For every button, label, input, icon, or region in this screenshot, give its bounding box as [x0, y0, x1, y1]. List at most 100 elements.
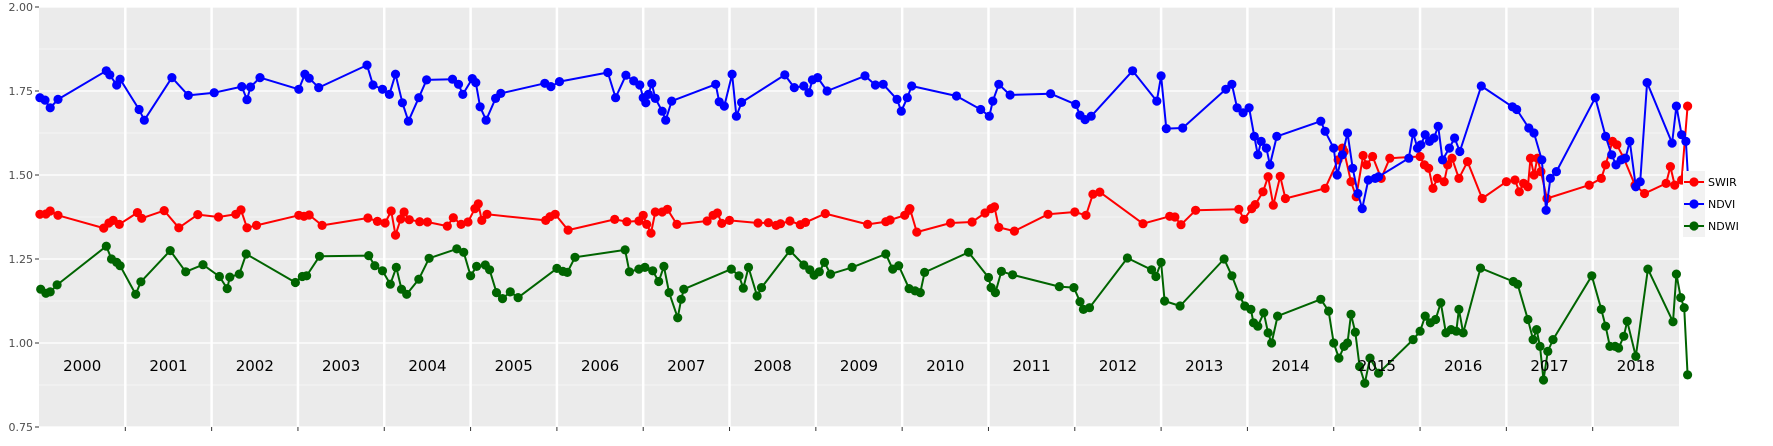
data-point	[1458, 328, 1468, 338]
data-point	[181, 267, 191, 277]
data-point	[1415, 151, 1425, 162]
data-point	[368, 80, 378, 90]
data-point	[485, 265, 495, 275]
data-point	[994, 79, 1004, 89]
data-point	[241, 249, 251, 259]
data-point	[251, 220, 262, 230]
data-point	[896, 106, 906, 116]
data-point	[1601, 321, 1611, 331]
data-point	[1360, 378, 1370, 388]
data-point	[183, 90, 193, 100]
data-point	[377, 84, 388, 94]
data-point	[1128, 66, 1138, 76]
data-point	[1437, 155, 1448, 165]
data-point	[397, 98, 407, 108]
data-point	[193, 210, 203, 220]
data-point	[1244, 103, 1254, 113]
data-point	[642, 219, 652, 229]
series-layer	[35, 60, 1694, 388]
data-point	[317, 220, 327, 230]
data-point	[463, 217, 473, 227]
data-point	[1532, 325, 1542, 335]
data-point	[1454, 173, 1464, 183]
year-label-layer: 2000 2001 2002 2003 2004 2005 2006 2007 2008 2009…	[63, 357, 1655, 431]
data-point	[1538, 375, 1549, 385]
legend-label-ndvi: NDVI	[1708, 198, 1735, 211]
data-point	[1122, 253, 1132, 263]
data-point	[1329, 143, 1339, 153]
year-label: 2004	[408, 357, 446, 375]
data-point	[907, 81, 917, 91]
data-point	[1601, 131, 1611, 141]
data-point	[983, 272, 994, 283]
data-point	[1548, 335, 1558, 345]
data-point	[870, 80, 881, 90]
data-point	[1075, 297, 1085, 307]
data-point	[1275, 171, 1285, 181]
data-point	[643, 89, 654, 99]
data-point	[1612, 140, 1622, 150]
data-point	[1447, 153, 1457, 163]
data-point	[165, 246, 175, 256]
data-point	[1161, 124, 1171, 134]
data-point	[214, 271, 224, 282]
data-point	[1249, 131, 1259, 141]
data-point	[134, 104, 144, 115]
data-point	[737, 97, 747, 107]
data-point	[804, 88, 814, 98]
legend: SWIR NDVI NDWI	[1683, 171, 1739, 237]
data-point	[650, 207, 660, 217]
data-point	[1584, 180, 1594, 190]
data-point	[1151, 271, 1161, 282]
data-point	[1346, 309, 1356, 319]
data-point	[664, 288, 674, 298]
y-tick-label: 1.00	[9, 337, 34, 350]
data-point	[290, 277, 300, 288]
data-point	[304, 73, 314, 83]
data-point	[1642, 78, 1652, 88]
y-axis: 0.75 1.00 1.25 1.50 1.75 2.00	[9, 1, 39, 434]
year-label: 2016	[1444, 357, 1482, 375]
data-point	[1246, 304, 1256, 314]
data-point	[1350, 327, 1360, 337]
y-tick-label: 1.75	[9, 85, 34, 98]
data-point	[1450, 133, 1460, 143]
data-point	[860, 71, 870, 81]
data-point	[1088, 189, 1098, 199]
data-point	[1265, 160, 1275, 170]
data-point	[505, 287, 515, 297]
data-point	[825, 269, 836, 279]
year-label: 2003	[322, 357, 360, 375]
data-point	[115, 261, 125, 271]
data-point	[1054, 282, 1064, 292]
data-point	[951, 91, 962, 101]
data-point	[753, 218, 763, 228]
data-point	[53, 210, 63, 220]
data-point	[667, 96, 677, 106]
data-point	[255, 73, 265, 83]
data-point	[554, 77, 565, 87]
data-point	[1235, 291, 1245, 301]
data-point	[646, 228, 656, 238]
data-point	[222, 284, 232, 294]
data-point	[1329, 338, 1339, 348]
data-point	[482, 209, 492, 219]
data-point	[1404, 153, 1414, 163]
data-point	[137, 213, 147, 223]
data-point	[1625, 136, 1635, 146]
data-point	[847, 262, 857, 272]
data-point	[988, 96, 998, 106]
data-point	[1320, 183, 1330, 193]
year-label: 2001	[149, 357, 187, 375]
data-point	[473, 199, 483, 209]
data-point	[404, 215, 414, 225]
data-point	[1523, 314, 1533, 325]
data-point	[236, 205, 246, 215]
data-point	[402, 289, 412, 299]
data-point	[1424, 163, 1434, 173]
data-point	[1170, 212, 1180, 222]
data-point	[139, 115, 149, 125]
data-point	[497, 294, 508, 304]
data-point	[1267, 338, 1277, 348]
